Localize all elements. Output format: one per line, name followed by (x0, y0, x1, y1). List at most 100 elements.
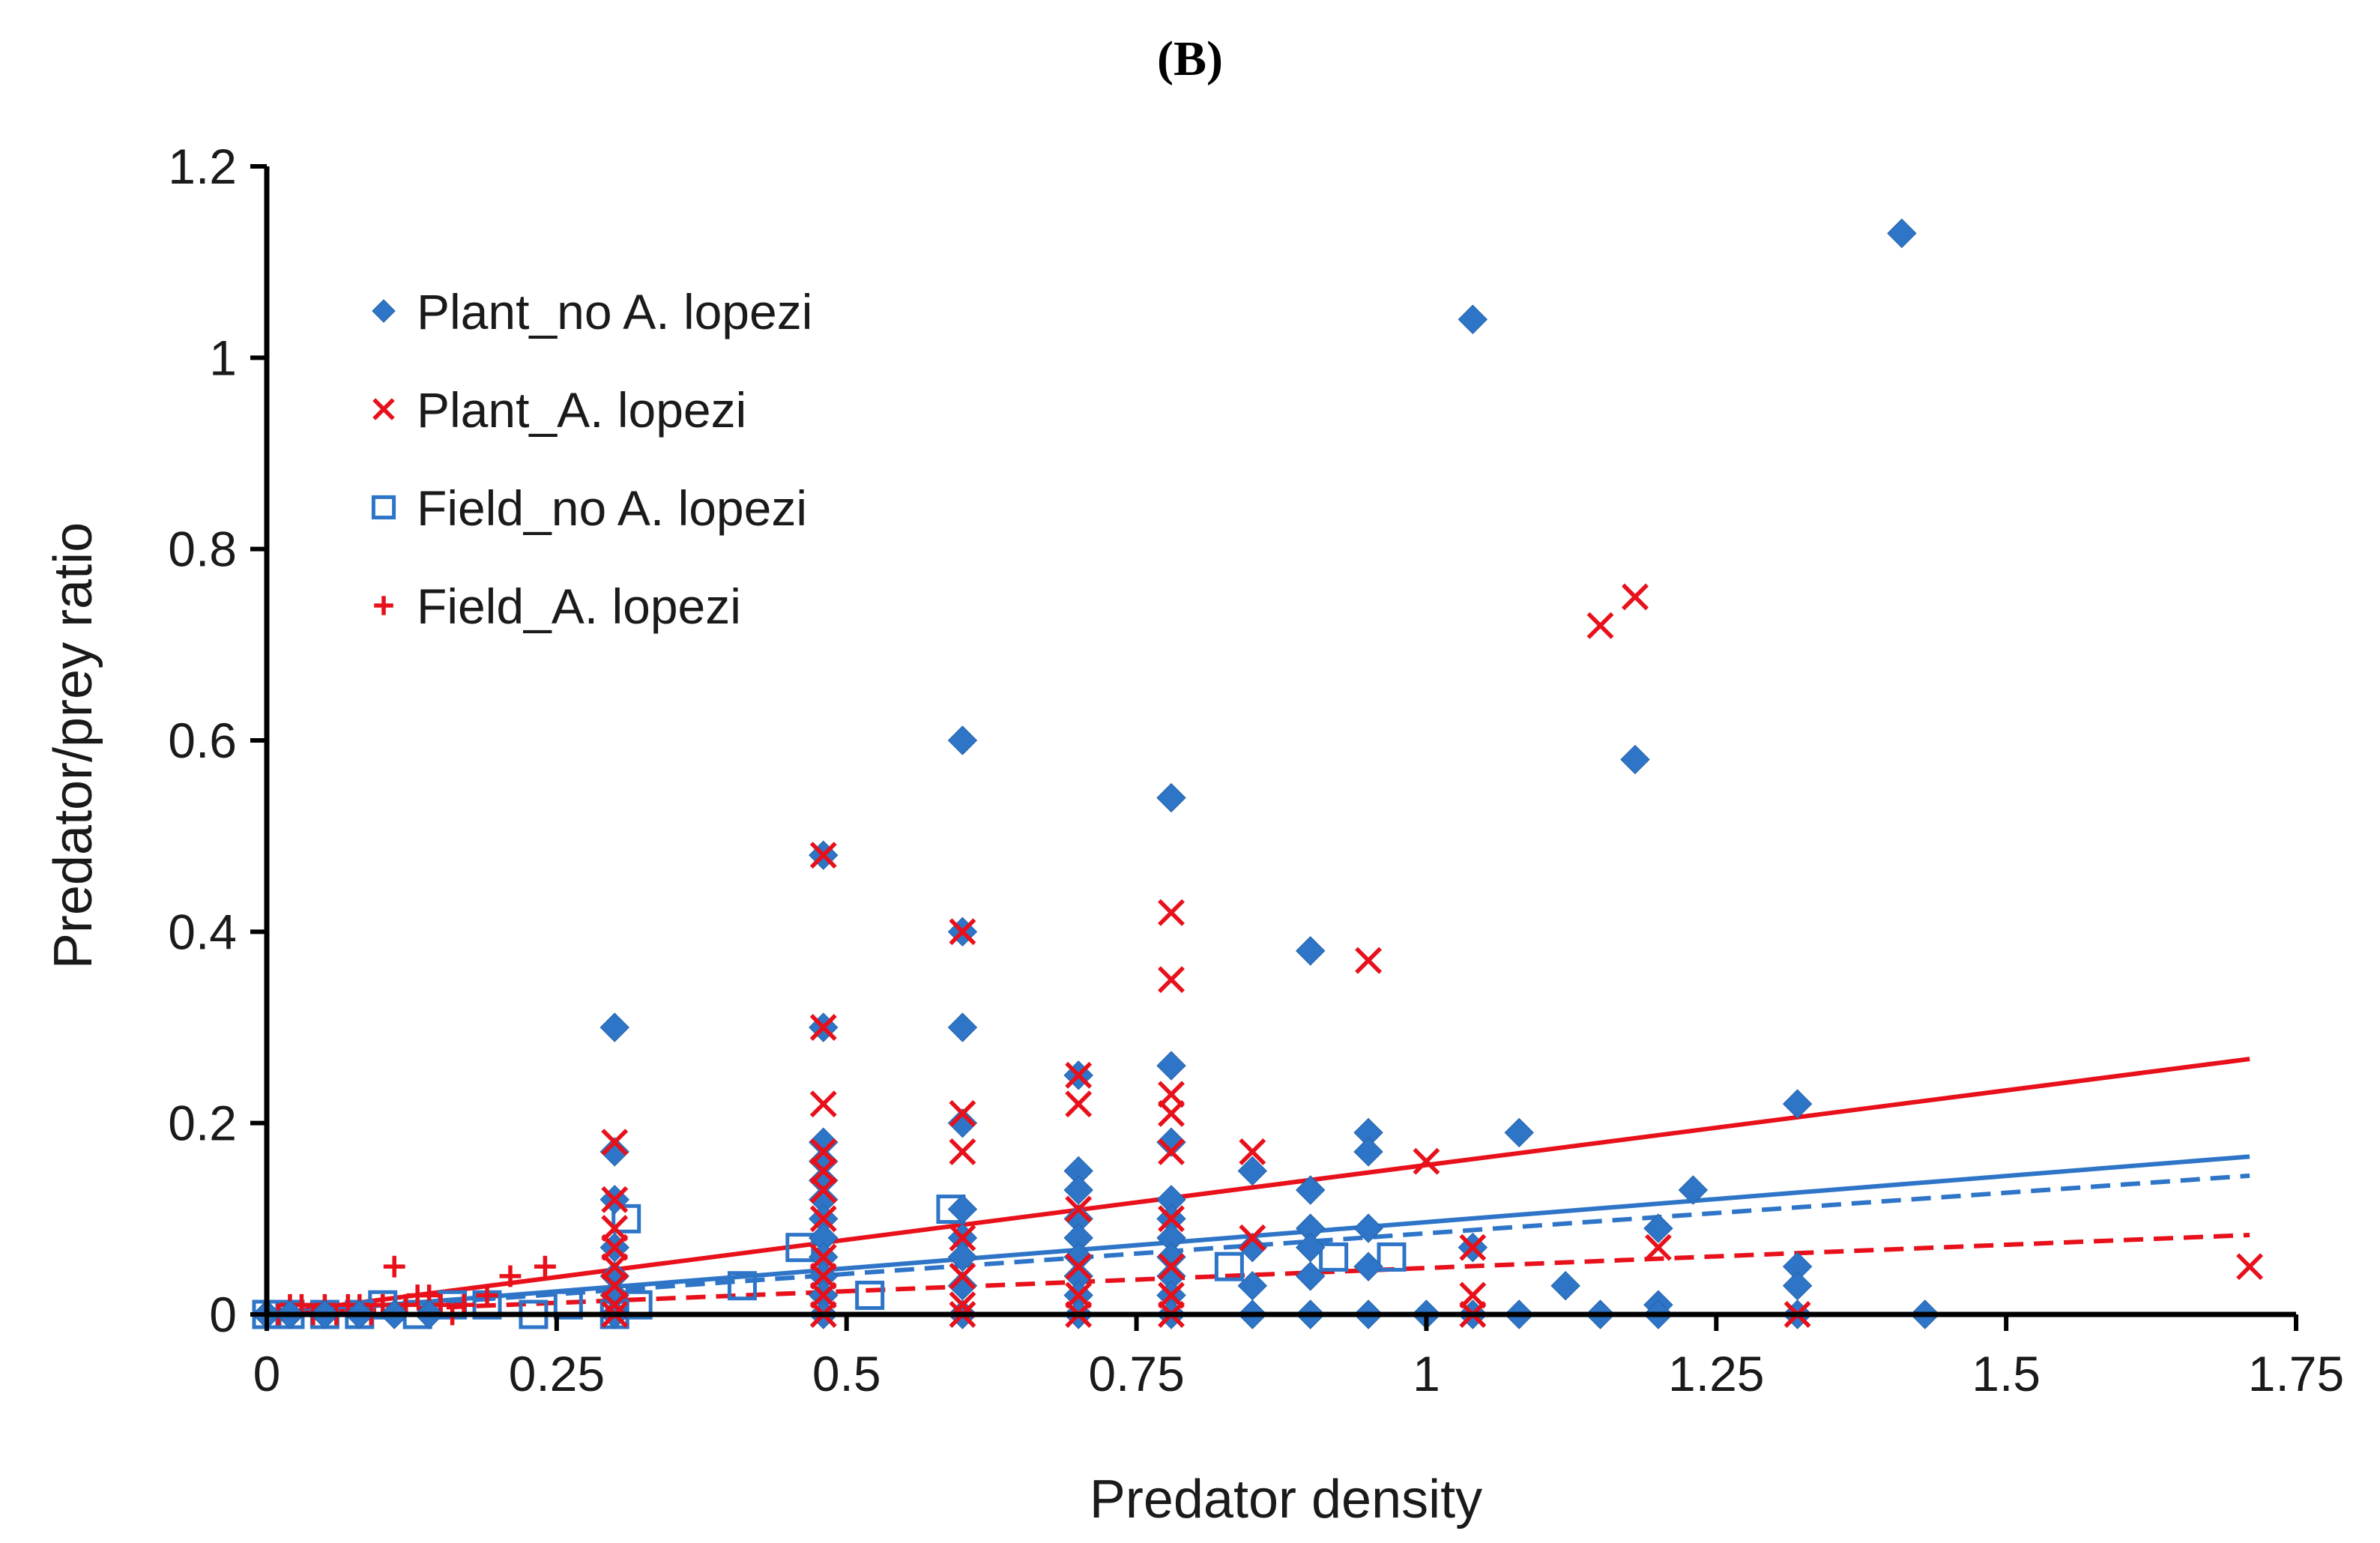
data-point-diamond (1237, 1232, 1268, 1263)
data-point-x (1065, 1195, 1093, 1223)
data-point-square (1319, 1242, 1349, 1272)
data-point-x (1413, 1147, 1440, 1175)
data-point-x (809, 1205, 837, 1233)
data-point-x (2236, 1253, 2264, 1281)
data-point-plus (534, 1255, 556, 1278)
data-point-diamond (1782, 1089, 1813, 1119)
legend-marker-plus (374, 596, 393, 615)
data-point-x (1158, 1099, 1185, 1127)
data-point-x (1158, 966, 1185, 994)
data-point-diamond (1156, 1051, 1186, 1081)
data-point-x (1622, 583, 1649, 611)
data-point-x (1065, 1253, 1093, 1281)
y-tick-label: 1.2 (168, 139, 237, 194)
data-point-x (809, 1243, 837, 1271)
series-x-points (601, 583, 2264, 1328)
data-point-x (1239, 1138, 1266, 1165)
data-point-diamond (1643, 1213, 1673, 1243)
legend-label: Plant_A. lopezi (417, 382, 746, 438)
data-point-x (949, 918, 976, 946)
data-point-diamond (947, 1108, 978, 1138)
data-point-x (1459, 1234, 1487, 1261)
data-point-x (1158, 1205, 1185, 1233)
legend-item: Field_no A. lopezi (371, 480, 807, 536)
data-point-diamond (947, 1012, 978, 1042)
y-tick-label: 0 (209, 1287, 237, 1342)
data-point-diamond (599, 1137, 629, 1167)
data-point-x (1355, 946, 1383, 974)
x-tick-label: 0.25 (509, 1346, 605, 1401)
data-point-diamond (1295, 1261, 1326, 1291)
data-point-diamond (947, 725, 978, 755)
y-tick-label: 0.2 (168, 1096, 237, 1151)
x-tick-label: 1.25 (1668, 1346, 1764, 1401)
data-point-diamond (1887, 218, 1917, 249)
data-point-x (1065, 1090, 1093, 1118)
data-point-x (1158, 1081, 1185, 1108)
legend-item: Plant_A. lopezi (372, 382, 746, 438)
legend: Plant_no A. lopezi Plant_A. lopezi Field_n… (371, 284, 812, 634)
data-point-x (949, 1224, 976, 1251)
data-point-plus (499, 1265, 522, 1287)
legend-label: Field_no A. lopezi (417, 480, 807, 536)
data-point-x (949, 1138, 976, 1165)
data-point-x (1158, 1253, 1185, 1281)
data-point-x (809, 1262, 837, 1290)
legend-marker-diamond (372, 299, 396, 323)
data-point-x (809, 1090, 837, 1118)
data-point-x (809, 1281, 837, 1309)
data-point-x (1459, 1281, 1487, 1309)
x-tick-label: 1 (1413, 1346, 1440, 1401)
y-axis-title: Predator/prey ratio (43, 522, 103, 969)
legend-label: Plant_no A. lopezi (417, 284, 812, 339)
panel-label: (B) (1157, 31, 1223, 86)
legend-label: Field_A. lopezi (417, 579, 741, 634)
data-point-square (1214, 1251, 1244, 1281)
y-tick-label: 0.6 (168, 713, 237, 768)
data-point-x (601, 1234, 629, 1261)
data-point-diamond (599, 1012, 629, 1042)
data-point-diamond (1295, 1175, 1326, 1205)
legend-item: Plant_no A. lopezi (372, 284, 812, 339)
data-points (252, 218, 2264, 1329)
trendline-solid-1 (266, 1154, 2250, 1317)
data-point-plus (476, 1284, 498, 1306)
trendline-solid-0 (266, 1057, 2250, 1317)
data-point-diamond (1295, 936, 1326, 966)
data-point-x (1158, 1138, 1185, 1165)
data-point-diamond (1156, 782, 1186, 813)
data-point-diamond (1156, 1127, 1186, 1157)
data-point-diamond (1353, 1213, 1383, 1243)
data-point-diamond (1620, 744, 1650, 775)
x-tick-label: 0 (253, 1346, 281, 1401)
data-point-x (1158, 1281, 1185, 1309)
data-point-x (809, 842, 837, 869)
data-point-plus (383, 1255, 405, 1278)
data-point-square (855, 1280, 885, 1310)
data-point-x (1158, 899, 1185, 926)
legend-marker-x (372, 398, 395, 420)
data-point-square (611, 1204, 641, 1234)
data-point-x (601, 1253, 629, 1281)
data-point-x (809, 1138, 837, 1165)
x-ticks: 0 0.25 0.5 0.75 1 1.25 1.5 1.75 (253, 1314, 2344, 1401)
data-point-diamond (947, 1194, 978, 1225)
data-point-x (601, 1272, 629, 1299)
data-point-square (1377, 1242, 1407, 1272)
data-point-x (949, 1262, 976, 1290)
data-point-x (601, 1129, 629, 1156)
data-point-x (809, 1177, 837, 1204)
y-tick-label: 0.4 (168, 904, 237, 959)
data-point-diamond (1782, 1270, 1813, 1301)
data-point-x (809, 1157, 837, 1185)
data-point-x (809, 1014, 837, 1041)
legend-marker-square (371, 495, 396, 520)
data-point-x (949, 1099, 976, 1127)
x-tick-label: 0.5 (812, 1346, 881, 1401)
data-point-diamond (1353, 1137, 1383, 1167)
data-point-x (1065, 1281, 1093, 1309)
x-tick-label: 0.75 (1088, 1346, 1184, 1401)
x-tick-label: 1.5 (1972, 1346, 2041, 1401)
